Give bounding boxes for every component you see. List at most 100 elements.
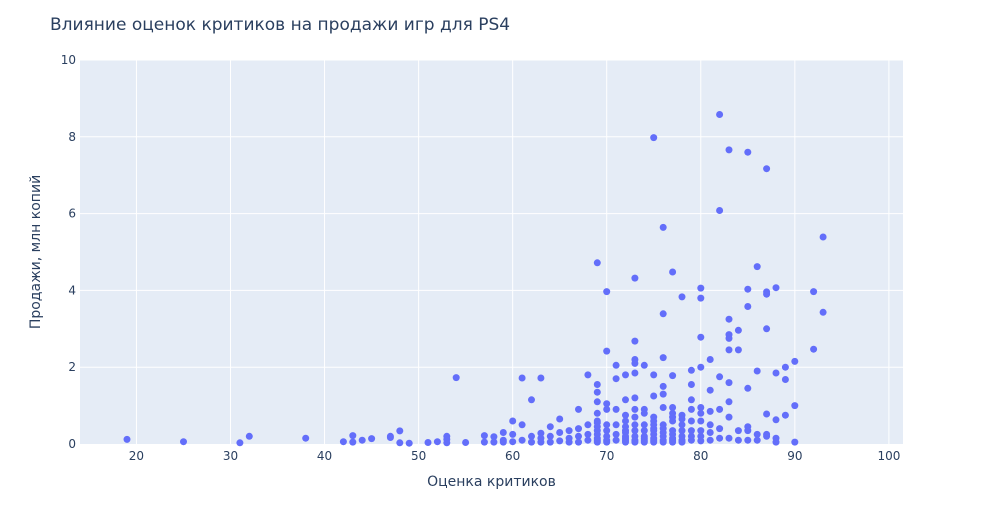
data-point	[725, 434, 733, 442]
data-point	[725, 398, 733, 406]
data-point	[245, 432, 253, 440]
data-point	[791, 357, 799, 365]
data-point	[763, 325, 771, 333]
data-point	[744, 148, 752, 156]
data-point	[433, 438, 441, 446]
data-points	[123, 111, 827, 447]
data-point	[640, 427, 648, 435]
data-point	[546, 423, 554, 431]
y-tick-label: 6	[68, 207, 76, 221]
data-point	[584, 430, 592, 438]
data-point	[659, 354, 667, 362]
data-point	[518, 374, 526, 382]
data-point	[631, 274, 639, 282]
data-point	[772, 284, 780, 292]
data-point	[622, 438, 629, 446]
data-point	[744, 384, 752, 392]
data-point	[678, 427, 686, 435]
data-point	[603, 288, 611, 296]
data-point	[603, 400, 611, 408]
data-point	[687, 436, 695, 444]
x-tick-label: 100	[877, 449, 900, 463]
data-point	[603, 421, 611, 429]
data-point	[396, 439, 404, 447]
data-point	[509, 430, 517, 438]
data-point	[734, 427, 742, 435]
data-point	[631, 413, 639, 421]
data-point	[631, 394, 639, 402]
data-point	[612, 430, 620, 438]
data-point	[706, 436, 714, 444]
data-point	[763, 432, 771, 440]
data-point	[687, 405, 695, 413]
data-point	[528, 432, 535, 440]
data-point	[640, 421, 648, 429]
y-tick-label: 2	[68, 360, 76, 374]
data-point	[499, 438, 507, 446]
data-point	[349, 438, 357, 446]
data-point	[763, 165, 771, 173]
data-point	[631, 359, 639, 367]
data-point	[593, 381, 601, 388]
data-point	[669, 404, 677, 411]
data-point	[734, 326, 742, 334]
data-point	[781, 411, 789, 419]
data-point	[791, 438, 799, 446]
data-point	[518, 436, 526, 444]
data-point	[678, 438, 686, 446]
data-point	[396, 427, 404, 435]
data-point	[716, 405, 724, 413]
data-point	[706, 386, 714, 394]
data-point	[716, 111, 724, 118]
x-tick-label: 80	[693, 449, 708, 463]
data-point	[650, 438, 658, 446]
data-point	[725, 346, 733, 354]
data-point	[659, 382, 667, 390]
data-point	[612, 421, 620, 429]
data-point	[734, 436, 742, 444]
data-point	[659, 404, 667, 411]
data-point	[716, 207, 724, 214]
data-point	[678, 293, 686, 301]
data-point	[716, 434, 724, 442]
y-tick-label: 8	[68, 130, 76, 144]
data-point	[687, 366, 695, 374]
data-point	[753, 430, 761, 438]
data-point	[781, 376, 789, 383]
data-point	[716, 425, 724, 433]
data-point	[753, 436, 761, 444]
data-point	[490, 438, 498, 446]
data-point	[631, 421, 639, 429]
data-point	[753, 367, 761, 375]
data-point	[669, 372, 677, 380]
data-point	[302, 434, 310, 442]
data-point	[612, 436, 620, 444]
data-point	[528, 396, 535, 404]
data-point	[349, 432, 357, 440]
data-point	[687, 427, 695, 435]
data-point	[744, 427, 752, 435]
data-point	[593, 388, 601, 396]
data-point	[480, 438, 488, 446]
data-point	[528, 438, 535, 446]
x-tick-label: 90	[787, 449, 802, 463]
data-point	[509, 417, 517, 425]
data-point	[697, 294, 705, 302]
data-point	[650, 392, 658, 400]
data-point	[546, 432, 554, 440]
data-point	[631, 427, 639, 435]
data-point	[631, 438, 639, 446]
data-point	[480, 432, 488, 440]
data-point	[603, 438, 611, 446]
x-tick-label: 30	[223, 449, 238, 463]
data-point	[772, 416, 780, 424]
data-point	[659, 310, 667, 318]
data-point	[622, 371, 629, 379]
data-point	[575, 405, 582, 413]
data-point	[640, 409, 648, 417]
x-tick-label: 50	[411, 449, 426, 463]
data-point	[509, 438, 517, 446]
data-point	[716, 373, 724, 381]
data-point	[537, 374, 545, 382]
data-point	[452, 374, 460, 382]
